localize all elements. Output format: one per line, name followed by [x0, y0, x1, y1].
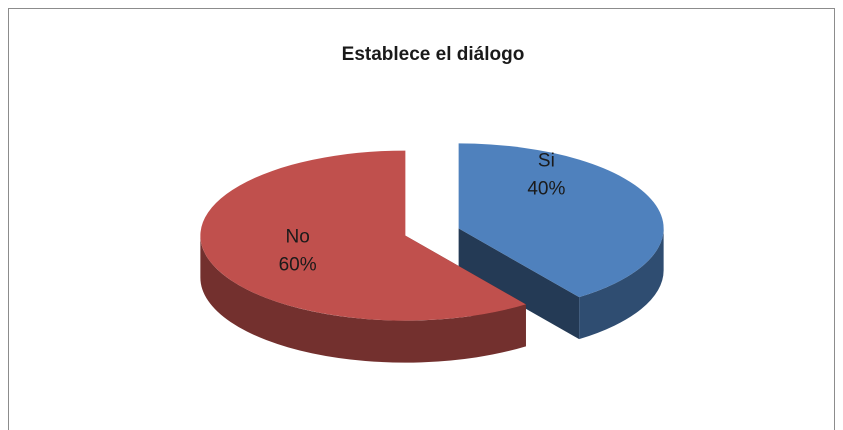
data-label-category: Si: [538, 151, 555, 172]
data-label-value: 60%: [279, 254, 317, 275]
slice-side: [200, 235, 526, 363]
chart-title: Establece el diálogo: [342, 44, 525, 65]
chart-frame: [8, 8, 835, 430]
slice: [200, 150, 526, 321]
slice: [458, 143, 664, 298]
slice-wall: [458, 228, 580, 340]
data-label-category: No: [285, 226, 309, 247]
slice-side: [579, 228, 664, 340]
data-label-value: 40%: [527, 179, 565, 200]
